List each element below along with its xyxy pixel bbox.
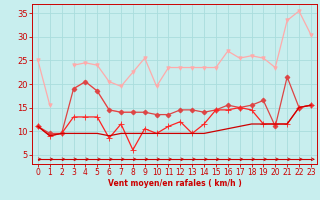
X-axis label: Vent moyen/en rafales ( km/h ): Vent moyen/en rafales ( km/h ) (108, 179, 241, 188)
